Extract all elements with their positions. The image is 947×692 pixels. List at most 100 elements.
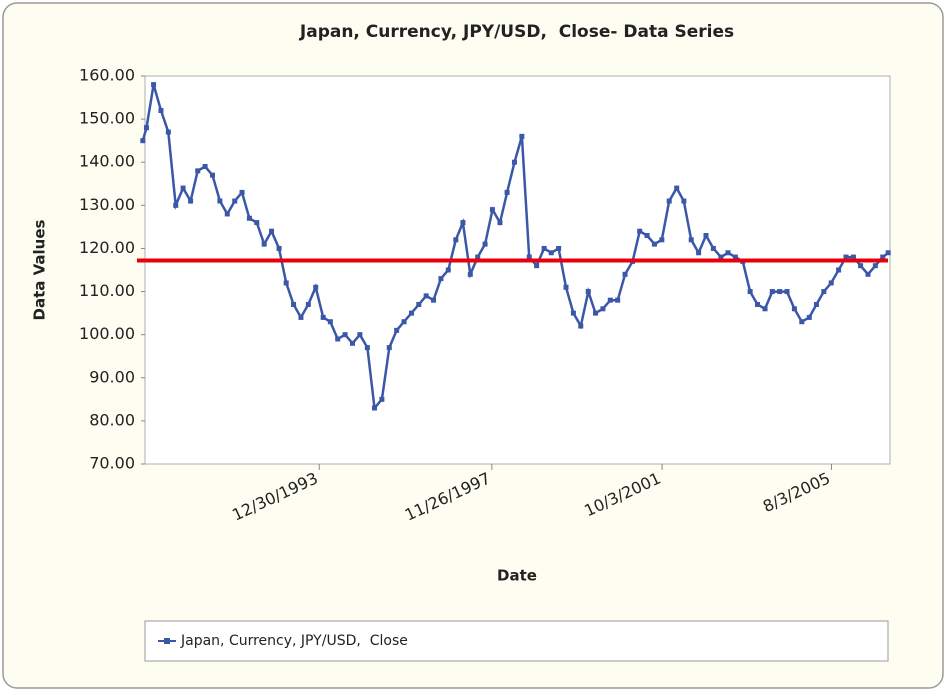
point (850, 254, 856, 260)
point (696, 250, 702, 256)
point (291, 301, 297, 307)
point (526, 254, 532, 260)
point (460, 220, 466, 226)
point (489, 207, 495, 213)
point (593, 310, 599, 316)
point (725, 250, 731, 256)
point (379, 396, 385, 402)
point (431, 297, 437, 303)
x-axis-label: Date (497, 567, 537, 585)
point (556, 245, 562, 251)
point (548, 250, 554, 256)
point (298, 314, 304, 320)
point (140, 138, 146, 144)
point (578, 323, 584, 329)
point (791, 306, 797, 312)
point (534, 263, 540, 269)
point (357, 332, 363, 338)
y-tick-label: 90.00 (89, 367, 135, 386)
point (570, 310, 576, 316)
point (416, 301, 422, 307)
y-tick-label: 70.00 (89, 454, 135, 473)
point (777, 289, 783, 295)
point (372, 405, 378, 411)
y-tick-label: 140.00 (79, 152, 135, 171)
point (806, 314, 812, 320)
point (313, 284, 319, 290)
point (158, 107, 164, 113)
point (143, 125, 149, 131)
point (276, 245, 282, 251)
point (659, 237, 665, 243)
point (246, 215, 252, 221)
point (188, 198, 194, 204)
point (615, 297, 621, 303)
point (843, 254, 849, 260)
point (674, 185, 680, 191)
point (872, 263, 878, 269)
point (254, 220, 260, 226)
point (342, 332, 348, 338)
point (445, 267, 451, 273)
point (828, 280, 834, 286)
y-tick-label: 110.00 (79, 281, 135, 300)
point (232, 198, 238, 204)
point (195, 168, 201, 174)
point (438, 276, 444, 282)
point (762, 306, 768, 312)
point (173, 202, 179, 208)
point (607, 297, 613, 303)
point (504, 189, 510, 195)
point (386, 345, 392, 351)
point (681, 198, 687, 204)
point (269, 228, 275, 234)
point (769, 289, 775, 295)
point (423, 293, 429, 299)
point (858, 263, 864, 269)
legend-label: Japan, Currency, JPY/USD, Close (180, 633, 408, 649)
point (563, 284, 569, 290)
point (210, 172, 216, 178)
point (710, 245, 716, 251)
point (467, 271, 473, 277)
legend (144, 620, 889, 662)
point (622, 271, 628, 277)
point (335, 336, 341, 342)
point (327, 319, 333, 325)
point (283, 280, 289, 286)
point (541, 245, 547, 251)
point (202, 164, 208, 170)
point (703, 233, 709, 239)
point (644, 233, 650, 239)
point (151, 82, 157, 88)
y-tick-label: 160.00 (79, 66, 135, 85)
point (511, 159, 517, 165)
y-tick-label: 100.00 (79, 324, 135, 343)
point (865, 271, 871, 277)
point (305, 301, 311, 307)
point (165, 129, 171, 135)
point (349, 340, 355, 346)
point (885, 250, 891, 256)
point (217, 198, 223, 204)
point (799, 319, 805, 325)
point (637, 228, 643, 234)
point (732, 254, 738, 260)
point (600, 306, 606, 312)
point (718, 254, 724, 260)
point (224, 211, 230, 217)
y-tick-label: 120.00 (79, 238, 135, 257)
point (180, 185, 186, 191)
point (409, 310, 415, 316)
point (394, 327, 400, 333)
y-tick-label: 80.00 (89, 410, 135, 429)
point (239, 189, 245, 195)
legend-swatch-marker (164, 638, 170, 644)
point (519, 133, 525, 139)
point (813, 301, 819, 307)
point (747, 289, 753, 295)
point (401, 319, 407, 325)
point (364, 345, 370, 351)
point (651, 241, 657, 247)
y-axis-label: Data Values (31, 219, 49, 320)
